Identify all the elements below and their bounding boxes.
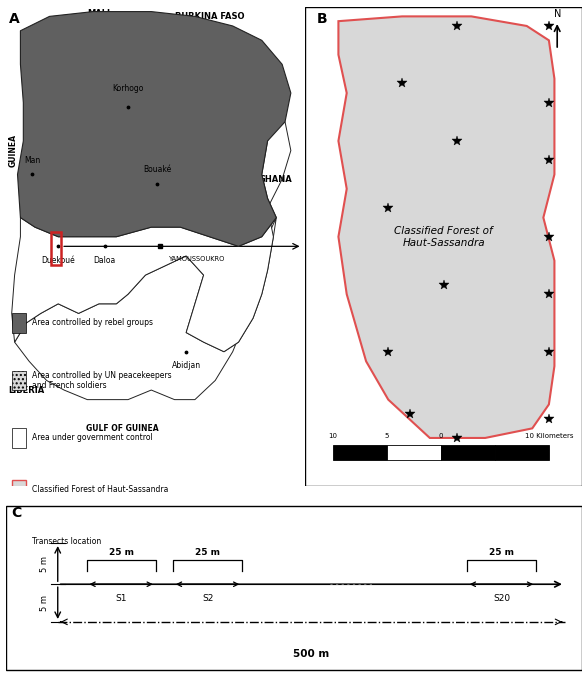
Bar — [387, 445, 441, 460]
Text: S20: S20 — [493, 594, 510, 603]
Text: Area controlled by rebel groups: Area controlled by rebel groups — [32, 318, 153, 328]
Text: - - - - - - - -: - - - - - - - - — [330, 580, 373, 589]
Text: 25 m: 25 m — [109, 548, 133, 557]
Text: Classified Forest of Haut-Sassandra: Classified Forest of Haut-Sassandra — [32, 486, 168, 494]
Text: Area controlled by UN peacekeepers
and French soldiers: Area controlled by UN peacekeepers and F… — [32, 371, 172, 390]
Text: S2: S2 — [202, 594, 213, 603]
Text: BURKINA FASO: BURKINA FASO — [175, 12, 244, 20]
Text: 25 m: 25 m — [195, 548, 220, 557]
Text: YAMOUSSOUKRO: YAMOUSSOUKRO — [169, 256, 225, 262]
Polygon shape — [21, 122, 276, 246]
Text: Daloa: Daloa — [93, 256, 116, 265]
Text: 5 m: 5 m — [40, 595, 49, 611]
Text: Man: Man — [24, 156, 40, 165]
Text: 500 m: 500 m — [293, 649, 329, 659]
Text: Korhogo: Korhogo — [112, 84, 143, 93]
Polygon shape — [18, 12, 291, 246]
Text: 5: 5 — [385, 433, 389, 439]
Bar — [51, 232, 61, 265]
Text: 10 Kilometers: 10 Kilometers — [524, 433, 573, 439]
Polygon shape — [339, 16, 554, 438]
Bar — [441, 445, 495, 460]
Text: Transects location: Transects location — [32, 537, 101, 546]
Bar — [333, 445, 387, 460]
Text: LIBERIA: LIBERIA — [8, 386, 44, 394]
Text: S1: S1 — [115, 594, 127, 603]
Text: Classified Forest of
Haut-Sassandra: Classified Forest of Haut-Sassandra — [395, 226, 493, 248]
Text: Duekoué: Duekoué — [41, 256, 75, 265]
Text: Abidjan: Abidjan — [172, 361, 201, 371]
Text: A: A — [9, 12, 19, 26]
Text: 25 m: 25 m — [489, 548, 514, 557]
Polygon shape — [15, 218, 276, 400]
Text: B: B — [316, 12, 327, 26]
Text: N: N — [553, 9, 561, 19]
Text: Bouaké: Bouaké — [143, 165, 171, 175]
Text: 0: 0 — [439, 433, 443, 439]
Text: GUINEA: GUINEA — [9, 134, 18, 167]
Bar — [495, 445, 549, 460]
Polygon shape — [12, 122, 291, 352]
Text: Area under government control: Area under government control — [32, 433, 153, 443]
Text: MALI: MALI — [88, 10, 111, 18]
Bar — [12, 313, 26, 333]
Text: GHANA: GHANA — [259, 175, 292, 184]
Bar — [12, 480, 26, 499]
Bar — [12, 428, 26, 447]
Text: GULF OF GUINEA: GULF OF GUINEA — [86, 424, 159, 433]
Text: C: C — [12, 505, 22, 520]
Text: 5 m: 5 m — [40, 556, 49, 572]
Text: 10: 10 — [328, 433, 338, 439]
Bar — [12, 371, 26, 390]
